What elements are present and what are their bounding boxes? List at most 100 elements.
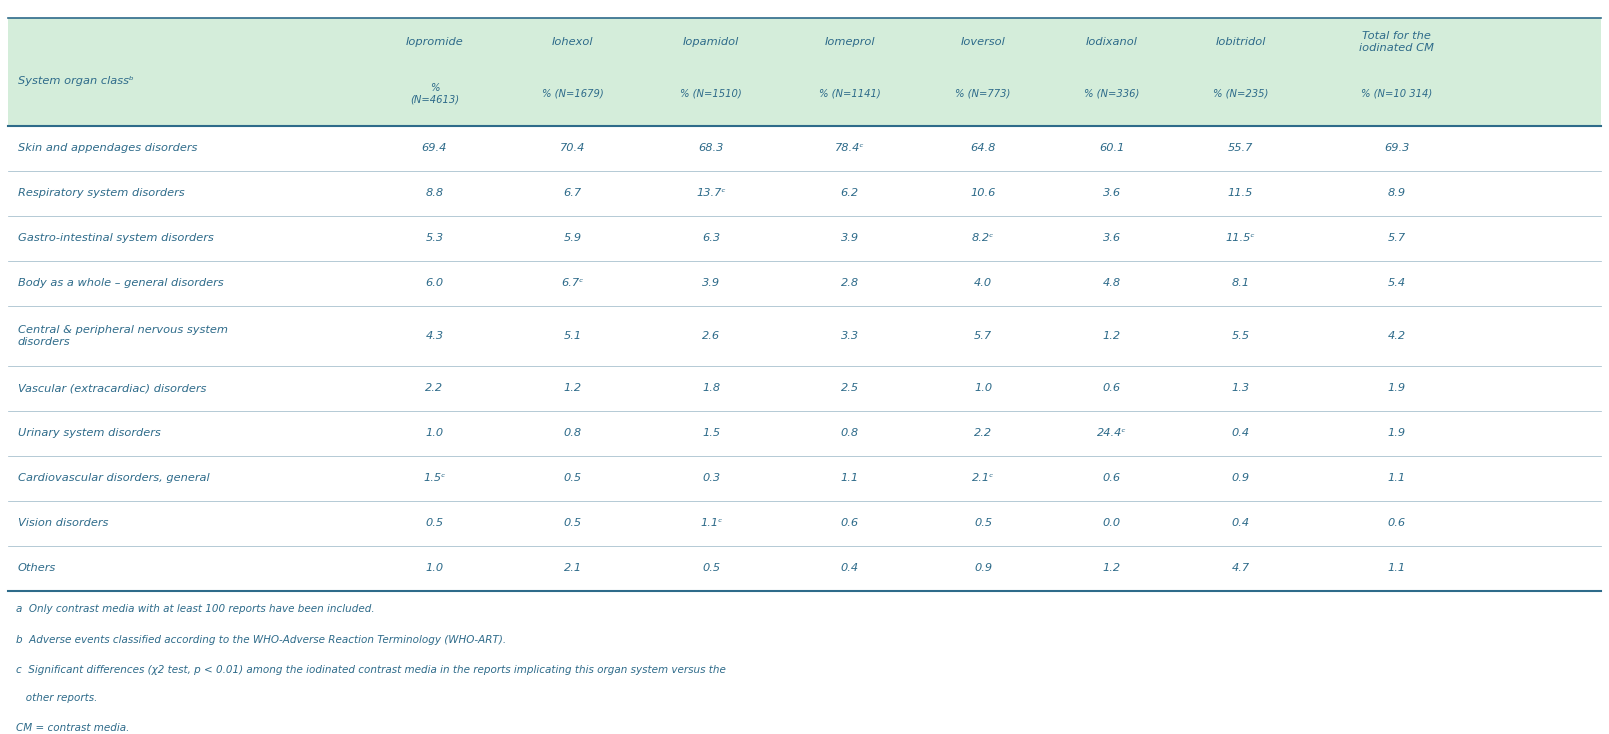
Text: 1.3: 1.3 bbox=[1231, 383, 1250, 393]
Text: 0.6: 0.6 bbox=[1387, 518, 1406, 528]
Text: 1.8: 1.8 bbox=[702, 383, 721, 393]
Text: 4.3: 4.3 bbox=[425, 331, 444, 341]
Text: 5.7: 5.7 bbox=[973, 331, 993, 341]
Text: Respiratory system disorders: Respiratory system disorders bbox=[18, 189, 185, 198]
Text: CM = contrast media.: CM = contrast media. bbox=[16, 723, 129, 733]
Text: 1.2: 1.2 bbox=[1102, 331, 1121, 341]
Text: 64.8: 64.8 bbox=[970, 143, 996, 153]
Text: % (N=1510): % (N=1510) bbox=[681, 89, 742, 98]
Text: 68.3: 68.3 bbox=[698, 143, 724, 153]
Text: 78.4ᶜ: 78.4ᶜ bbox=[835, 143, 864, 153]
Text: 6.0: 6.0 bbox=[425, 278, 444, 288]
Text: 0.5: 0.5 bbox=[563, 473, 582, 483]
Text: 8.2ᶜ: 8.2ᶜ bbox=[972, 233, 994, 244]
Text: 0.8: 0.8 bbox=[563, 428, 582, 438]
Text: 5.4: 5.4 bbox=[1387, 278, 1406, 288]
Text: Gastro-intestinal system disorders: Gastro-intestinal system disorders bbox=[18, 233, 214, 244]
Text: System organ classᵇ: System organ classᵇ bbox=[18, 76, 134, 86]
Text: 5.1: 5.1 bbox=[563, 331, 582, 341]
Text: 1.1: 1.1 bbox=[1387, 473, 1406, 483]
Bar bbox=[8, 546, 1601, 591]
Text: Urinary system disorders: Urinary system disorders bbox=[18, 428, 161, 438]
Text: 5.3: 5.3 bbox=[425, 233, 444, 244]
Text: 5.9: 5.9 bbox=[563, 233, 582, 244]
Text: 0.4: 0.4 bbox=[1231, 518, 1250, 528]
Text: 0.6: 0.6 bbox=[1102, 473, 1121, 483]
Text: 6.2: 6.2 bbox=[840, 189, 859, 198]
Text: 1.2: 1.2 bbox=[1102, 564, 1121, 573]
Bar bbox=[8, 410, 1601, 456]
Text: 55.7: 55.7 bbox=[1228, 143, 1253, 153]
Text: 2.5: 2.5 bbox=[840, 383, 859, 393]
Text: 10.6: 10.6 bbox=[970, 189, 996, 198]
Text: 1.0: 1.0 bbox=[425, 428, 444, 438]
Text: 3.6: 3.6 bbox=[1102, 189, 1121, 198]
Text: a  Only contrast media with at least 100 reports have been included.: a Only contrast media with at least 100 … bbox=[16, 604, 375, 614]
Bar bbox=[8, 216, 1601, 261]
Text: 6.7: 6.7 bbox=[563, 189, 582, 198]
Text: 1.5: 1.5 bbox=[702, 428, 721, 438]
Text: % (N=235): % (N=235) bbox=[1213, 89, 1268, 98]
Text: 8.8: 8.8 bbox=[425, 189, 444, 198]
Text: 0.9: 0.9 bbox=[1231, 473, 1250, 483]
Text: %
(N=4613): % (N=4613) bbox=[410, 83, 459, 104]
Text: 2.1: 2.1 bbox=[563, 564, 582, 573]
Text: c  Significant differences (χ2 test, p < 0.01) among the iodinated contrast medi: c Significant differences (χ2 test, p < … bbox=[16, 665, 726, 675]
Text: 1.9: 1.9 bbox=[1387, 383, 1406, 393]
Bar bbox=[8, 18, 1601, 126]
Text: 70.4: 70.4 bbox=[560, 143, 586, 153]
Text: 4.7: 4.7 bbox=[1231, 564, 1250, 573]
Text: 11.5ᶜ: 11.5ᶜ bbox=[1226, 233, 1255, 244]
Text: b  Adverse events classified according to the WHO-Adverse Reaction Terminology (: b Adverse events classified according to… bbox=[16, 634, 507, 644]
Text: Iohexol: Iohexol bbox=[552, 37, 594, 47]
Text: % (N=1141): % (N=1141) bbox=[819, 89, 880, 98]
Text: 1.1: 1.1 bbox=[840, 473, 859, 483]
Text: 4.8: 4.8 bbox=[1102, 278, 1121, 288]
Text: Cardiovascular disorders, general: Cardiovascular disorders, general bbox=[18, 473, 209, 483]
Text: 11.5: 11.5 bbox=[1228, 189, 1253, 198]
Text: other reports.: other reports. bbox=[16, 693, 98, 702]
Text: 60.1: 60.1 bbox=[1099, 143, 1125, 153]
Text: 1.1ᶜ: 1.1ᶜ bbox=[700, 518, 722, 528]
Text: Ioversol: Ioversol bbox=[961, 37, 1006, 47]
Text: Total for the
iodinated CM: Total for the iodinated CM bbox=[1360, 31, 1434, 53]
Text: 2.1ᶜ: 2.1ᶜ bbox=[972, 473, 994, 483]
Text: 3.3: 3.3 bbox=[840, 331, 859, 341]
Text: 1.0: 1.0 bbox=[425, 564, 444, 573]
Bar bbox=[8, 126, 1601, 171]
Bar bbox=[8, 501, 1601, 546]
Text: 0.4: 0.4 bbox=[1231, 428, 1250, 438]
Text: 3.6: 3.6 bbox=[1102, 233, 1121, 244]
Text: 1.1: 1.1 bbox=[1387, 564, 1406, 573]
Text: 8.1: 8.1 bbox=[1231, 278, 1250, 288]
Text: 2.2: 2.2 bbox=[973, 428, 993, 438]
Text: 0.3: 0.3 bbox=[702, 473, 721, 483]
Text: 6.7ᶜ: 6.7ᶜ bbox=[562, 278, 584, 288]
Text: % (N=10 314): % (N=10 314) bbox=[1361, 89, 1432, 98]
Text: 69.3: 69.3 bbox=[1384, 143, 1409, 153]
Text: 0.5: 0.5 bbox=[563, 518, 582, 528]
Text: % (N=1679): % (N=1679) bbox=[542, 89, 603, 98]
Bar bbox=[8, 261, 1601, 306]
Text: Iomeprol: Iomeprol bbox=[824, 37, 875, 47]
Text: 2.2: 2.2 bbox=[425, 383, 444, 393]
Text: % (N=336): % (N=336) bbox=[1084, 89, 1139, 98]
Text: 0.9: 0.9 bbox=[973, 564, 993, 573]
Text: 0.5: 0.5 bbox=[702, 564, 721, 573]
Bar bbox=[8, 306, 1601, 366]
Bar bbox=[8, 171, 1601, 216]
Text: Vision disorders: Vision disorders bbox=[18, 518, 108, 528]
Text: 0.6: 0.6 bbox=[840, 518, 859, 528]
Text: 2.6: 2.6 bbox=[702, 331, 721, 341]
Text: 4.0: 4.0 bbox=[973, 278, 993, 288]
Text: 3.9: 3.9 bbox=[840, 233, 859, 244]
Text: Iobitridol: Iobitridol bbox=[1215, 37, 1266, 47]
Text: 2.8: 2.8 bbox=[840, 278, 859, 288]
Text: 5.5: 5.5 bbox=[1231, 331, 1250, 341]
Text: 1.9: 1.9 bbox=[1387, 428, 1406, 438]
Text: Skin and appendages disorders: Skin and appendages disorders bbox=[18, 143, 196, 153]
Text: 5.7: 5.7 bbox=[1387, 233, 1406, 244]
Bar bbox=[8, 366, 1601, 410]
Text: Iopamidol: Iopamidol bbox=[684, 37, 739, 47]
Text: 0.4: 0.4 bbox=[840, 564, 859, 573]
